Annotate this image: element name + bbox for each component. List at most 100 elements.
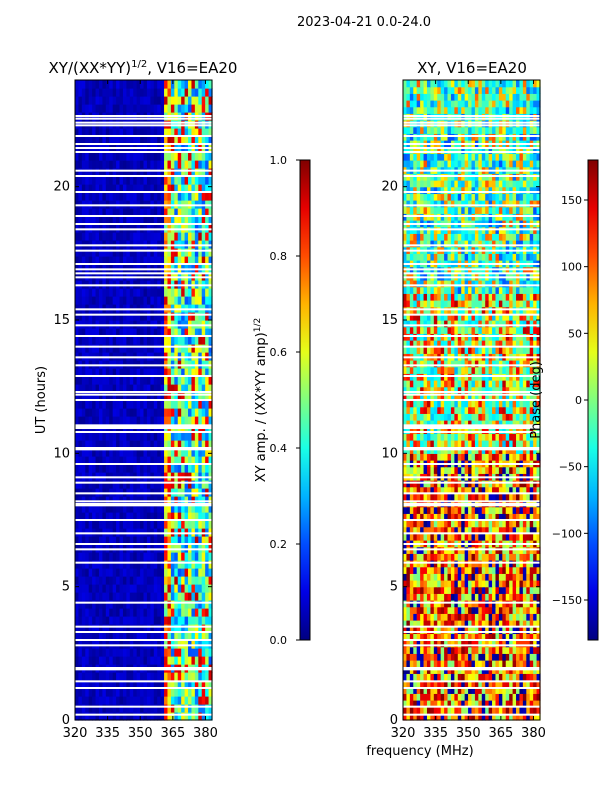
amp-heatmap-cell xyxy=(194,632,199,641)
amp-heatmap-cell xyxy=(81,128,86,137)
amp-heatmap-cell xyxy=(160,312,165,321)
amp-flag-line xyxy=(75,561,212,564)
amp-heatmap-cell xyxy=(143,472,148,481)
phase-heatmap-cell xyxy=(461,486,466,494)
amp-heatmap-cell xyxy=(78,368,83,377)
amp-heatmap-cell xyxy=(146,712,151,721)
amp-heatmap-cell xyxy=(129,696,134,705)
phase-heatmap-cell xyxy=(498,493,503,501)
phase-heatmap-cell xyxy=(488,493,493,501)
amp-flag-line xyxy=(75,448,212,451)
amp-heatmap-cell xyxy=(150,352,155,361)
phase-heatmap-cell xyxy=(471,553,476,561)
amp-heatmap-cell xyxy=(109,240,114,249)
phase-heatmap-cell xyxy=(423,586,428,594)
phase-heatmap-cell xyxy=(519,593,524,601)
amp-heatmap-cell xyxy=(146,320,151,329)
amp-heatmap-cell xyxy=(174,384,179,393)
amp-heatmap-cell xyxy=(105,544,110,553)
amp-heatmap-cell xyxy=(146,96,151,105)
phase-heatmap-cell xyxy=(457,506,462,514)
amp-heatmap-cell xyxy=(167,672,172,681)
amp-heatmap-cell xyxy=(167,192,172,201)
phase-heatmap-cell xyxy=(426,580,431,588)
amp-heatmap-cell xyxy=(167,320,172,329)
amp-heatmap-cell xyxy=(198,448,203,457)
amp-heatmap-cell xyxy=(167,632,172,641)
amp-heatmap-cell xyxy=(140,488,145,497)
amp-heatmap-cell xyxy=(191,624,196,633)
phase-heatmap-cell xyxy=(516,653,521,661)
amp-heatmap-cell xyxy=(208,624,213,633)
amp-heatmap-cell xyxy=(119,504,124,513)
amp-heatmap-cell xyxy=(184,128,189,137)
amp-heatmap-cell xyxy=(133,536,138,545)
amp-heatmap-cell xyxy=(129,96,134,105)
amp-heatmap-cell xyxy=(81,376,86,385)
amp-heatmap-cell xyxy=(153,232,158,241)
phase-heatmap-cell xyxy=(454,660,459,668)
amp-heatmap-cell xyxy=(105,496,110,505)
amp-heatmap-cell xyxy=(174,448,179,457)
amp-heatmap-cell xyxy=(191,632,196,641)
amp-heatmap-cell xyxy=(188,456,193,465)
amp-heatmap-cell xyxy=(98,480,103,489)
amp-heatmap-cell xyxy=(116,712,121,721)
phase-heatmap-cell xyxy=(454,693,459,701)
amp-heatmap-cell xyxy=(150,248,155,257)
amp-heatmap-cell xyxy=(191,328,196,337)
amp-heatmap-cell xyxy=(109,200,114,209)
amp-heatmap-cell xyxy=(181,616,186,625)
phase-heatmap-cell xyxy=(509,440,514,448)
amp-heatmap-cell xyxy=(92,560,97,569)
phase-heatmap-cell xyxy=(450,533,455,541)
amp-heatmap-cell xyxy=(191,304,196,313)
amp-heatmap-cell xyxy=(95,656,100,665)
amp-heatmap-cell xyxy=(157,224,162,233)
amp-heatmap-cell xyxy=(157,680,162,689)
amp-heatmap-cell xyxy=(112,504,117,513)
amp-heatmap-cell xyxy=(133,584,138,593)
amp-heatmap-cell xyxy=(198,256,203,265)
amp-heatmap-cell xyxy=(184,384,189,393)
amp-heatmap-cell xyxy=(167,240,172,249)
phase-heatmap-cell xyxy=(471,520,476,528)
amp-heatmap-cell xyxy=(105,232,110,241)
phase-heatmap-cell xyxy=(433,580,438,588)
amp-heatmap-cell xyxy=(109,608,114,617)
amp-heatmap-cell xyxy=(81,544,86,553)
phase-heatmap-cell xyxy=(529,486,534,494)
amp-heatmap-cell xyxy=(140,384,145,393)
amp-heatmap-cell xyxy=(92,224,97,233)
amp-heatmap-cell xyxy=(174,456,179,465)
amp-heatmap-cell xyxy=(78,616,83,625)
amp-heatmap-cell xyxy=(177,384,182,393)
amp-flag-line xyxy=(75,121,212,124)
amp-heatmap-cell xyxy=(122,576,127,585)
amp-heatmap-cell xyxy=(136,376,141,385)
phase-heatmap-cell xyxy=(533,613,538,621)
amp-heatmap-cell xyxy=(201,312,206,321)
phase-heatmap-cell xyxy=(509,653,514,661)
phase-heatmap-cell xyxy=(423,486,428,494)
amp-heatmap-cell xyxy=(133,608,138,617)
amp-heatmap-cell xyxy=(129,528,134,537)
amp-heatmap-cell xyxy=(88,480,93,489)
amp-heatmap-cell xyxy=(102,440,107,449)
amp-heatmap-cell xyxy=(116,304,121,313)
amp-heatmap-cell xyxy=(129,560,134,569)
phase-heatmap-cell xyxy=(464,646,469,654)
amp-heatmap-cell xyxy=(157,216,162,225)
amp-heatmap-cell xyxy=(167,552,172,561)
phase-heatmap-cell xyxy=(509,680,514,688)
phase-heatmap-cell xyxy=(536,520,541,528)
amp-heatmap-cell xyxy=(109,640,114,649)
amp-heatmap-cell xyxy=(177,592,182,601)
amp-heatmap-cell xyxy=(194,160,199,169)
amp-heatmap-cell xyxy=(174,128,179,137)
amp-heatmap-cell xyxy=(194,80,199,89)
amp-heatmap-cell xyxy=(129,120,134,129)
amp-heatmap-cell xyxy=(133,184,138,193)
phase-heatmap-cell xyxy=(495,520,500,528)
phase-heatmap-cell xyxy=(512,633,517,641)
